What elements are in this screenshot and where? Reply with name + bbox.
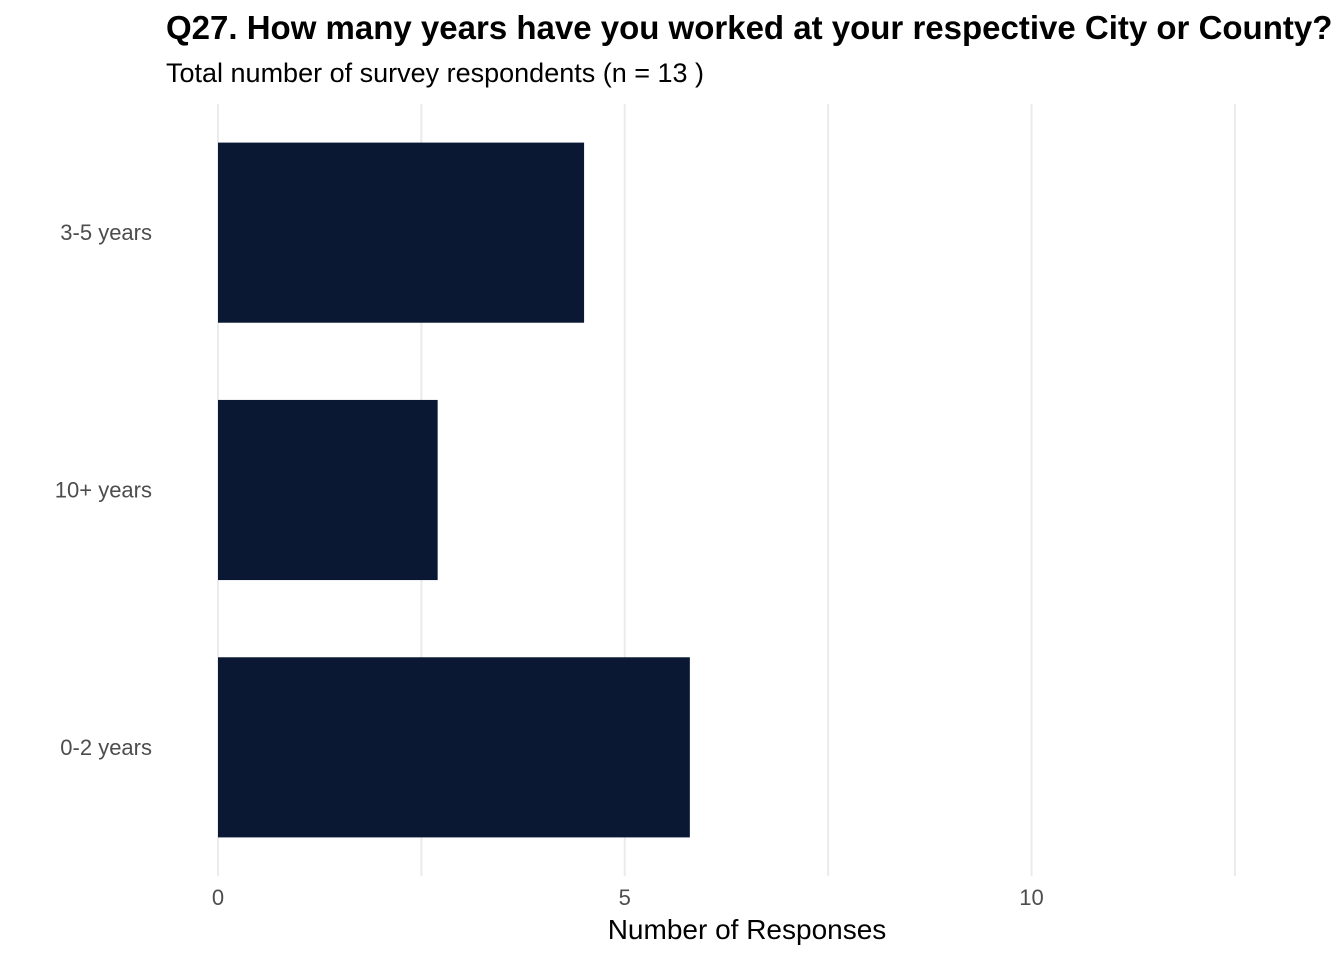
- x-tick-label: 5: [619, 885, 631, 910]
- x-axis-title: Number of Responses: [608, 914, 887, 945]
- category-label: 0-2 years: [60, 735, 152, 760]
- x-axis-ticks: 0 5 10: [212, 885, 1044, 910]
- category-label: 3-5 years: [60, 220, 152, 245]
- x-tick-label: 10: [1019, 885, 1043, 910]
- chart-title: Q27. How many years have you worked at y…: [166, 9, 1333, 46]
- bars: [218, 142, 690, 838]
- bar: [218, 657, 690, 838]
- bar: [218, 142, 585, 323]
- category-label: 10+ years: [55, 478, 152, 503]
- x-tick-label: 0: [212, 885, 224, 910]
- chart-subtitle: Total number of survey respondents (n = …: [166, 58, 705, 88]
- bar: [218, 399, 438, 581]
- category-labels: 3-5 years 10+ years 0-2 years: [55, 220, 152, 760]
